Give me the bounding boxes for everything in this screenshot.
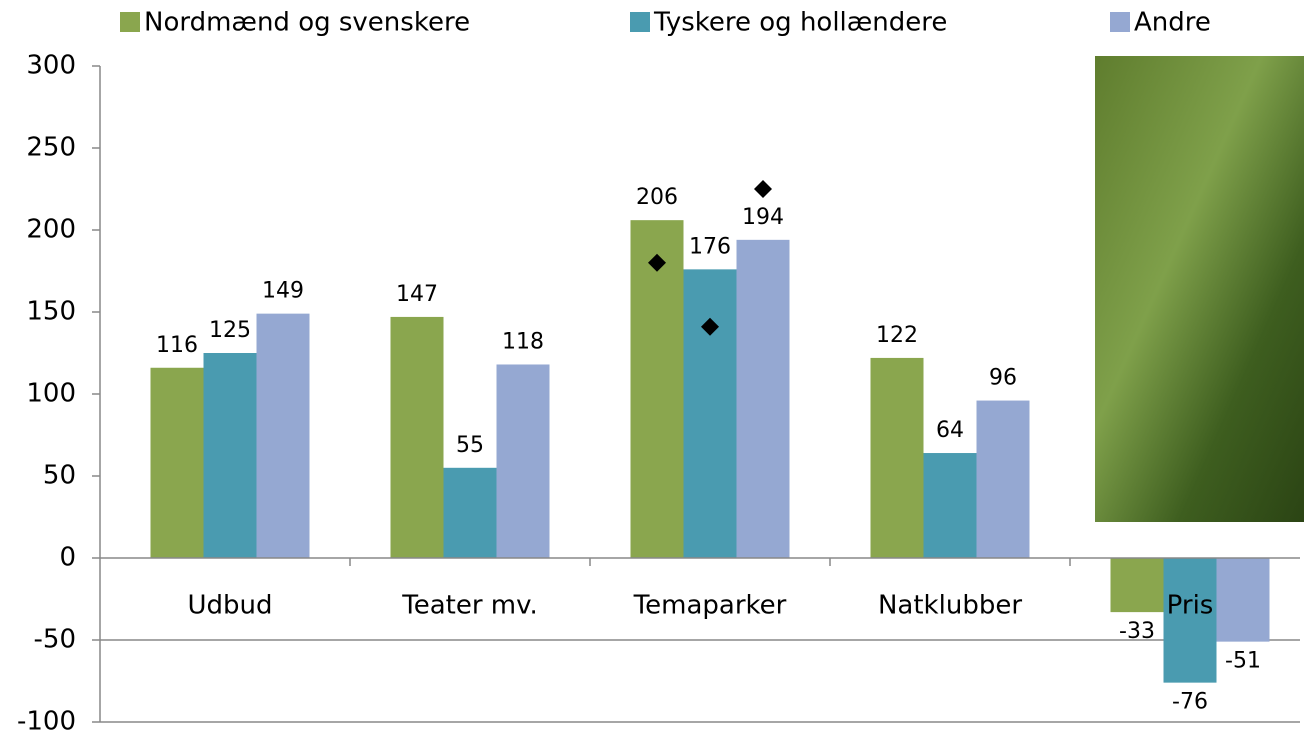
- bar: [443, 467, 497, 558]
- x-tick-label: Natklubber: [878, 591, 1022, 621]
- bar: [150, 367, 204, 558]
- diamond-marker: [701, 317, 719, 336]
- y-tick-label: 0: [59, 543, 76, 573]
- legend-label: Nordmænd og svenskere: [144, 8, 470, 38]
- x-tick-label: Pris: [1167, 591, 1214, 621]
- y-tick-label: 200: [26, 215, 76, 245]
- x-tick-label: Teater mv.: [401, 591, 538, 621]
- data-label: -51: [1225, 649, 1261, 674]
- bar: [1110, 558, 1164, 613]
- data-label: 118: [502, 329, 544, 354]
- bar: [256, 313, 310, 558]
- y-tick-label: -50: [34, 625, 76, 655]
- data-label: 149: [262, 279, 304, 304]
- x-tick-label: Udbud: [187, 591, 272, 621]
- legend-swatch: [630, 12, 650, 32]
- data-label: 176: [689, 234, 731, 259]
- data-label: -33: [1119, 619, 1155, 644]
- y-tick-label: 50: [43, 461, 76, 491]
- data-label: -76: [1172, 690, 1208, 715]
- bar: [976, 400, 1030, 558]
- data-label: 116: [156, 333, 198, 358]
- diamond-marker: [754, 180, 772, 198]
- y-tick-label: -100: [17, 707, 76, 737]
- data-label: 55: [456, 433, 484, 458]
- diamond-marker: [648, 253, 666, 272]
- bar: [1216, 558, 1270, 642]
- bar: [1163, 558, 1217, 683]
- data-label: 96: [989, 366, 1017, 391]
- y-tick-label: 250: [26, 133, 76, 163]
- bar: [923, 453, 977, 558]
- bar: [870, 357, 924, 558]
- legend-swatch: [1110, 12, 1130, 32]
- bar: [203, 353, 257, 558]
- data-label: 206: [636, 185, 678, 210]
- photo: [1095, 56, 1304, 522]
- bar: [390, 316, 444, 558]
- legend-label: Andre: [1134, 8, 1211, 38]
- data-label: 194: [742, 205, 784, 230]
- bar: [736, 239, 790, 558]
- y-tick-label: 300: [26, 51, 76, 81]
- y-tick-label: 150: [26, 297, 76, 327]
- bar: [630, 220, 684, 558]
- legend-label: Tyskere og hollændere: [653, 8, 947, 38]
- bar: [683, 269, 737, 558]
- y-tick-label: 100: [26, 379, 76, 409]
- data-label: 122: [876, 323, 918, 348]
- data-label: 147: [396, 282, 438, 307]
- bar: [496, 364, 550, 558]
- x-tick-label: Temaparker: [633, 591, 787, 621]
- legend-swatch: [120, 12, 140, 32]
- data-label: 64: [936, 418, 964, 443]
- data-label: 125: [209, 318, 251, 343]
